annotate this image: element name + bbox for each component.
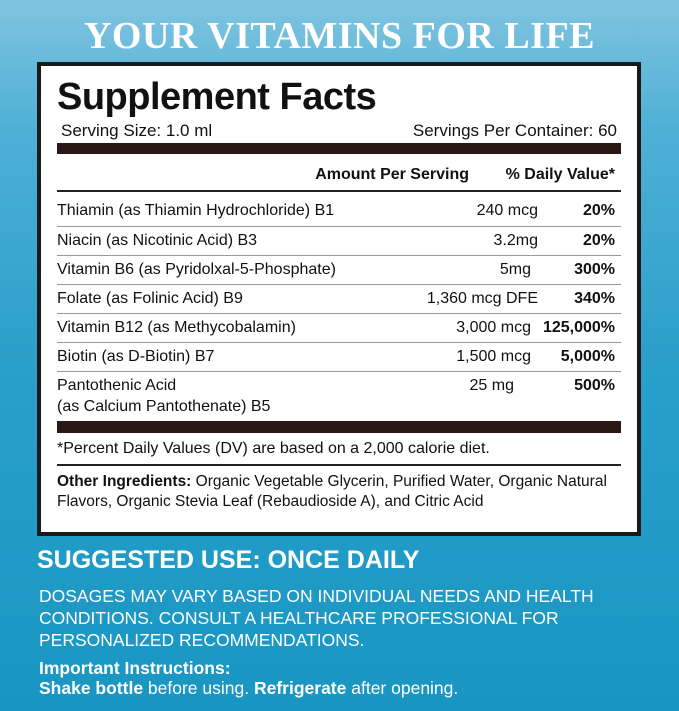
- supplement-facts-panel: Supplement Facts Serving Size: 1.0 ml Se…: [37, 62, 641, 536]
- thick-divider: [57, 143, 621, 154]
- nutrient-dv: 125,000%: [542, 319, 615, 336]
- row-divider: [57, 284, 621, 285]
- dv-footnote: *Percent Daily Values (DV) are based on …: [57, 440, 490, 457]
- facts-title: Supplement Facts: [57, 76, 377, 118]
- nutrient-amount: 5mg: [499, 261, 531, 278]
- banner-title: YOUR VITAMINS FOR LIFE: [83, 15, 596, 57]
- nutrient-amount: 25 mg: [469, 377, 514, 394]
- nutrient-dv: 20%: [582, 232, 615, 249]
- footnote-divider: [57, 464, 621, 466]
- before-text: before using.: [143, 678, 254, 698]
- col-amount-header: Amount Per Serving: [315, 166, 469, 183]
- thick-divider: [57, 421, 621, 433]
- nutrient-name: Vitamin B6 (as Pyridolxal-5-Phosphate): [57, 261, 336, 278]
- nutrient-dv: 20%: [582, 202, 615, 219]
- row-divider: [57, 371, 621, 372]
- important-instructions: Important Instructions: Shake bottle bef…: [39, 658, 458, 698]
- suggested-use-body: DOSAGES MAY VARY BASED ON INDIVIDUAL NEE…: [39, 586, 594, 650]
- nutrient-name: Niacin (as Nicotinic Acid) B3: [57, 232, 258, 249]
- instructions-label: Important Instructions:: [39, 658, 231, 678]
- serving-size: Serving Size: 1.0 ml: [61, 121, 213, 140]
- nutrient-name-detail: (as Calcium Pantothenate) B5: [57, 398, 271, 415]
- row-divider: [57, 255, 621, 256]
- suggested-use-title: SUGGESTED USE: ONCE DAILY: [37, 546, 420, 574]
- nutrient-amount: 240 mcg: [476, 202, 538, 219]
- other-ingredients: Other Ingredients: Organic Vegetable Gly…: [57, 472, 627, 512]
- shake-text: Shake bottle: [39, 678, 144, 698]
- nutrient-dv: 300%: [574, 261, 615, 278]
- header-divider: [57, 190, 621, 192]
- other-ingredients-text: Organic Vegetable Glycerin, Purified Wat…: [57, 473, 607, 510]
- col-dv-header: % Daily Value*: [505, 166, 615, 183]
- other-ingredients-label: Other Ingredients:: [57, 473, 192, 490]
- nutrient-name: Pantothenic Acid: [57, 377, 177, 394]
- nutrient-amount: 3.2mg: [493, 232, 538, 249]
- row-divider: [57, 342, 621, 343]
- refrigerate-text: Refrigerate: [253, 678, 347, 698]
- nutrient-name: Biotin (as D-Biotin) B7: [57, 348, 215, 365]
- servings-per-container: Servings Per Container: 60: [412, 121, 617, 140]
- nutrient-name: Folate (as Folinic Acid) B9: [57, 290, 243, 307]
- nutrient-amount: 1,360 mcg DFE: [426, 290, 538, 307]
- after-text: after opening.: [346, 678, 459, 698]
- nutrient-dv: 340%: [574, 290, 615, 307]
- nutrient-name: Vitamin B12 (as Methycobalamin): [57, 319, 296, 336]
- nutrient-amount: 3,000 mcg: [456, 319, 531, 336]
- nutrient-amount: 1,500 mcg: [456, 348, 531, 365]
- nutrient-dv: 5,000%: [560, 348, 615, 365]
- row-divider: [57, 226, 621, 227]
- row-divider: [57, 313, 621, 314]
- nutrient-dv: 500%: [574, 377, 615, 394]
- nutrient-name: Thiamin (as Thiamin Hydrochloride) B1: [57, 202, 335, 219]
